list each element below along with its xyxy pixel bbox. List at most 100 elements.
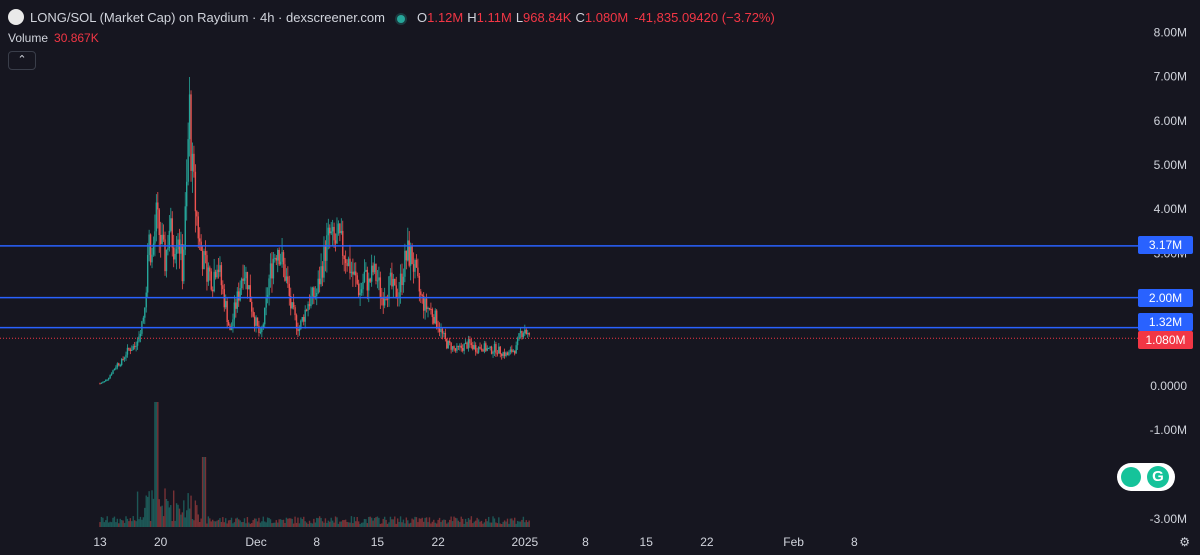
candle-body [142, 317, 145, 322]
candle-body [355, 271, 357, 276]
volume-bar [190, 495, 192, 527]
volume-bar [454, 517, 457, 527]
candle-body [175, 249, 178, 254]
volume-bar [152, 498, 155, 527]
volume-bar [320, 517, 322, 527]
volume-bar [99, 522, 101, 527]
candle-body [193, 153, 195, 172]
gear-icon[interactable]: ⚙ [1179, 535, 1190, 549]
volume-bar [489, 522, 491, 527]
volume-bar [446, 523, 448, 527]
volume-bar [183, 500, 185, 527]
volume-bar [473, 521, 475, 527]
volume-bar [366, 523, 369, 527]
candle-body [385, 298, 387, 300]
volume-bar [196, 505, 198, 527]
volume-bar [186, 510, 188, 527]
candle-body [427, 307, 429, 309]
volume-bar [174, 520, 176, 527]
volume-bar [437, 519, 439, 527]
volume-bar [362, 522, 364, 527]
candle-body [415, 259, 418, 268]
level-label-3-17m: 3.17M [1138, 236, 1193, 254]
candle-body [459, 345, 461, 347]
candle-body [144, 307, 146, 318]
volume-bar [157, 402, 159, 527]
volume-bar [514, 517, 516, 527]
volume-bar [451, 521, 454, 527]
candle-body [337, 223, 340, 234]
candle-body [392, 278, 395, 287]
volume-bar [388, 522, 390, 527]
volume-bar [382, 518, 384, 527]
volume-bar [515, 523, 517, 527]
volume-bar [284, 523, 286, 527]
volume-bar [441, 520, 444, 527]
candle-body [186, 181, 188, 207]
volume-bar [119, 518, 121, 527]
candle-body [521, 330, 523, 338]
level-label-2-00m: 2.00M [1138, 289, 1193, 307]
volume-bar [311, 523, 314, 527]
candle-body [464, 342, 467, 344]
close-key: C [575, 10, 585, 25]
candle-body [300, 320, 302, 329]
candle-body [118, 363, 120, 366]
candle-body [466, 342, 468, 349]
candle-body [386, 298, 389, 300]
volume-bar [295, 522, 298, 527]
candle-body [441, 328, 444, 334]
volume-bar [506, 518, 509, 527]
volume-bar [220, 521, 223, 527]
grammarly-widget[interactable]: G [1117, 463, 1175, 491]
candle-body [326, 235, 328, 261]
candle-body [486, 348, 488, 351]
candle-body [479, 346, 481, 349]
time-tick-label: 8 [313, 535, 320, 549]
candle-body [512, 350, 514, 352]
volume-bar [275, 520, 277, 527]
candle-body [327, 227, 330, 236]
open-value: 1.12M [427, 10, 464, 25]
candle-body [252, 311, 254, 317]
price-tick-label: 6.00M [1154, 114, 1187, 128]
candle-body [498, 346, 500, 354]
candle-body [365, 269, 367, 272]
volume-bar [105, 520, 107, 527]
volume-bar [161, 505, 163, 527]
candle-body [214, 271, 217, 278]
candle-body [213, 271, 215, 292]
candle-body [157, 202, 159, 210]
candle-body [297, 328, 299, 332]
volume-bar [154, 402, 156, 527]
volume-bar [340, 521, 343, 527]
candle-body [235, 302, 237, 309]
candle-body [180, 244, 182, 254]
volume-bar [421, 517, 423, 527]
time-tick-label: Feb [783, 535, 804, 549]
candle-body [394, 278, 396, 286]
candle-body [353, 271, 356, 275]
candle-body [99, 383, 101, 385]
volume-bar [402, 519, 405, 527]
candle-body [321, 266, 324, 278]
candle-body [222, 285, 224, 290]
volume-bar [477, 519, 480, 527]
candle-body [226, 301, 228, 323]
collapse-legend-button[interactable]: ⌃ [8, 51, 36, 70]
volume-bar [184, 517, 186, 527]
volume-bar [292, 523, 295, 527]
volume-bar [353, 516, 356, 527]
candle-body [165, 249, 168, 272]
candle-body [251, 301, 253, 312]
volume-bar [303, 516, 305, 527]
volume-bar [126, 518, 129, 527]
candle-body [123, 357, 126, 360]
volume-bars [99, 402, 530, 527]
candle-body [242, 278, 244, 281]
candle-body [495, 344, 497, 354]
candle-body [411, 246, 413, 265]
volume-bar [525, 520, 527, 527]
volume-bar [339, 521, 341, 527]
